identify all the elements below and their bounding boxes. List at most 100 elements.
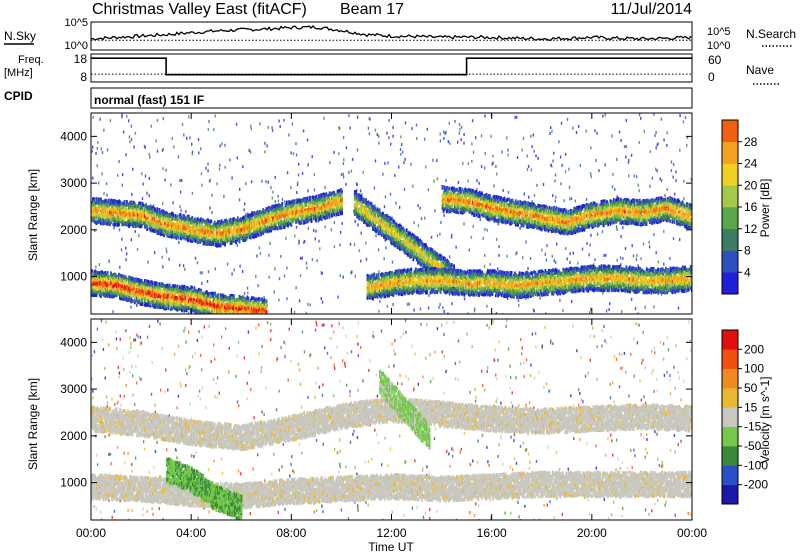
power-band-0-cell: [155, 214, 157, 219]
power-band-0-cell: [208, 233, 210, 238]
power-band-1-cell: [94, 279, 97, 283]
power-band-0-cell: [97, 214, 100, 219]
power-band-0-cell: [314, 201, 316, 205]
power-band-0-cell: [280, 226, 283, 230]
power-noise-cell: [101, 151, 104, 154]
power-band-0-cell: [187, 236, 190, 240]
power-band-0-cell: [262, 211, 265, 216]
power-band-0-cell: [212, 233, 215, 238]
power-band-0-cell: [151, 228, 154, 233]
power-noise-cell: [638, 113, 641, 117]
power-noise-cell: [560, 182, 562, 186]
power-noise-cell: [471, 119, 474, 123]
power-band-0-cell: [207, 235, 209, 239]
power-band-0-cell: [227, 238, 230, 242]
power-band-0-cell: [296, 198, 298, 203]
power-band-0-cell: [191, 236, 194, 241]
power-band-0-cell: [97, 208, 100, 212]
power-noise-cell: [690, 177, 692, 181]
power-noise-cell: [305, 261, 308, 265]
power-band-0-cell: [247, 229, 250, 233]
power-band-0-cell: [139, 204, 142, 208]
power-band-0-cell: [305, 212, 307, 216]
power-band-0-cell: [274, 203, 277, 208]
power-band-0-cell: [311, 200, 314, 205]
power-band-0-cell: [120, 212, 123, 216]
power-band-0-cell: [296, 218, 298, 223]
power-band-0-cell: [162, 217, 164, 221]
power-band-1-cell: [98, 271, 101, 275]
power-band-0-cell: [208, 229, 210, 234]
power-noise-cell: [569, 197, 571, 201]
power-noise-cell: [553, 151, 555, 155]
power-band-1-cell: [95, 281, 98, 285]
power-band-0-cell: [341, 189, 343, 194]
power-band-0-cell: [328, 197, 331, 202]
power-band-0-cell: [302, 198, 305, 202]
power-band-0-cell: [92, 202, 94, 207]
power-noise-cell: [297, 181, 299, 185]
power-band-0-cell: [248, 223, 251, 228]
power-band-0-cell: [273, 217, 276, 222]
power-noise-cell: [649, 150, 651, 154]
power-band-0-cell: [118, 216, 120, 221]
power-band-0-cell: [297, 203, 299, 208]
power-noise-cell: [361, 193, 363, 197]
power-band-0-cell: [176, 214, 179, 219]
power-noise-cell: [264, 150, 266, 154]
power-band-0-cell: [199, 233, 201, 238]
power-band-0-cell: [138, 215, 141, 219]
power-band-0-cell: [151, 211, 154, 215]
power-band-0-cell: [104, 211, 107, 216]
power-band-0-cell: [236, 222, 239, 227]
power-noise-cell: [653, 215, 655, 219]
power-noise-cell: [655, 167, 657, 171]
power-band-0-cell: [146, 219, 148, 224]
power-noise-cell: [367, 126, 370, 130]
power-band-0-cell: [205, 237, 208, 241]
power-band-0-cell: [91, 200, 93, 205]
power-noise-cell: [194, 256, 197, 260]
power-noise-cell: [309, 303, 311, 307]
power-noise-cell: [360, 231, 362, 235]
power-band-0-cell: [200, 239, 203, 243]
power-band-0-cell: [299, 221, 302, 225]
power-band-0-cell: [257, 223, 260, 228]
power-band-0-cell: [290, 223, 293, 227]
power-noise-cell: [96, 164, 98, 168]
power-noise-cell: [412, 184, 414, 188]
power-band-0-cell: [314, 216, 316, 220]
power-band-0-cell: [254, 234, 257, 238]
power-noise-cell: [544, 252, 546, 256]
power-band-0-cell: [278, 203, 280, 208]
power-band-0-cell: [288, 221, 290, 225]
power-band-1-cell: [92, 287, 94, 291]
power-band-0-cell: [251, 213, 253, 217]
power-noise-cell: [590, 175, 592, 179]
power-band-0-cell: [127, 215, 129, 220]
power-band-0-cell: [174, 216, 177, 221]
power-band-0-cell: [168, 214, 171, 219]
power-band-0-cell: [274, 211, 277, 216]
power-band-0-cell: [102, 213, 105, 217]
power-noise-cell: [235, 122, 238, 126]
power-band-0-cell: [227, 228, 230, 233]
power-band-0-cell: [154, 207, 156, 211]
power-band-0-cell: [323, 195, 325, 199]
power-band-0-cell: [279, 208, 281, 212]
power-band-0-cell: [256, 227, 259, 232]
power-band-0-cell: [273, 220, 276, 225]
power-band-0-cell: [101, 200, 103, 204]
power-band-0-cell: [164, 222, 166, 226]
power-band-1-cell: [98, 285, 101, 290]
power-band-0-cell: [261, 230, 263, 234]
power-noise-cell: [273, 290, 275, 294]
power-band-0-cell: [234, 231, 236, 235]
power-band-0-cell: [239, 224, 242, 229]
power-band-0-cell: [98, 205, 101, 209]
power-noise-cell: [443, 310, 445, 313]
power-noise-cell: [356, 183, 358, 187]
power-band-0-cell: [316, 204, 319, 209]
power-noise-cell: [642, 242, 645, 246]
power-noise-cell: [667, 283, 669, 287]
